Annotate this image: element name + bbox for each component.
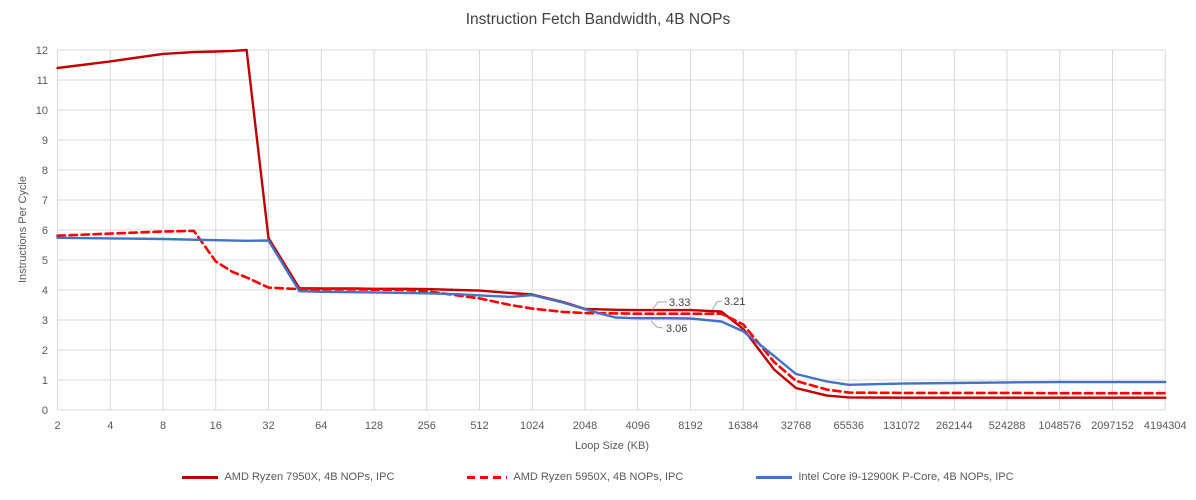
annotation-leader — [711, 300, 723, 311]
x-tick-label: 512 — [470, 420, 488, 432]
series-line-1 — [56, 229, 1167, 395]
x-tick-label: 65536 — [833, 420, 864, 432]
legend-line-swatch-solid-blue-icon — [756, 475, 793, 479]
legend-label: AMD Ryzen 5950X, 4B NOPs, IPC — [513, 471, 684, 483]
x-tick-label: 64 — [315, 420, 327, 432]
annotation-label: 3.21 — [724, 296, 745, 308]
legend: AMD Ryzen 7950X, 4B NOPs, IPC AMD Ryzen … — [0, 471, 1196, 483]
y-tick-label: 3 — [42, 315, 48, 327]
x-tick-label: 1048576 — [1038, 420, 1081, 432]
y-tick-label: 0 — [42, 405, 48, 417]
x-tick-label: 131072 — [883, 420, 920, 432]
x-tick-label: 256 — [418, 420, 436, 432]
y-tick-label: 5 — [42, 255, 48, 267]
x-tick-label: 524288 — [989, 420, 1026, 432]
x-tick-label: 2 — [54, 420, 60, 432]
legend-label: AMD Ryzen 7950X, 4B NOPs, IPC — [224, 471, 395, 483]
x-tick-label: 16384 — [728, 420, 759, 432]
x-tick-label: 32768 — [781, 420, 812, 432]
x-tick-label: 2097152 — [1091, 420, 1134, 432]
gridlines — [57, 49, 1166, 411]
annotation-label: 3.06 — [666, 323, 687, 335]
y-tick-label: 7 — [42, 195, 48, 207]
annotation-leader — [651, 301, 667, 311]
y-tick-label: 9 — [42, 135, 48, 147]
series-line-0 — [56, 48, 1167, 399]
y-tick-label: 8 — [42, 165, 48, 177]
x-tick-label: 8192 — [678, 420, 702, 432]
annotation-label: 3.33 — [669, 297, 690, 309]
y-tick-label: 10 — [36, 105, 48, 117]
x-tick-label: 4194304 — [1144, 420, 1187, 432]
x-tick-label: 8 — [160, 420, 166, 432]
x-axis-title: Loop Size (KB) — [575, 440, 649, 452]
legend-item-amd-5950x: AMD Ryzen 5950X, 4B NOPs, IPC — [467, 471, 683, 483]
y-tick-label: 4 — [42, 285, 48, 297]
x-tick-label: 32 — [262, 420, 274, 432]
legend-line-swatch-solid-darkred-icon — [182, 475, 219, 479]
data-annotations: 3.33 3.21 3.06 — [650, 296, 745, 335]
y-tick-label: 1 — [42, 375, 48, 387]
y-tick-label: 12 — [36, 45, 48, 57]
x-tick-label: 2048 — [573, 420, 597, 432]
annotation-leader — [650, 320, 664, 329]
x-tick-label: 4096 — [626, 420, 650, 432]
y-tick-label: 2 — [42, 345, 48, 357]
legend-item-intel-12900k: Intel Core i9-12900K P-Core, 4B NOPs, IP… — [756, 471, 1014, 483]
chart-title: Instruction Fetch Bandwidth, 4B NOPs — [465, 11, 731, 28]
legend-line-swatch-dashed-red-icon — [467, 475, 508, 479]
y-tick-label: 6 — [42, 225, 48, 237]
legend-item-amd-7950x: AMD Ryzen 7950X, 4B NOPs, IPC — [182, 471, 394, 483]
x-tick-label: 4 — [107, 420, 113, 432]
series-line-2 — [56, 236, 1167, 386]
x-tick-label: 262144 — [936, 420, 973, 432]
legend-label: Intel Core i9-12900K P-Core, 4B NOPs, IP… — [798, 471, 1014, 483]
x-tick-label: 16 — [210, 420, 222, 432]
series-lines — [56, 48, 1167, 399]
x-tick-label: 1024 — [520, 420, 544, 432]
x-tick-label: 128 — [365, 420, 383, 432]
x-axis-tick-labels: 2 4 8 16 32 64 128 256 512 1024 2048 4096 8192 16384 3… — [54, 420, 1186, 432]
y-tick-label: 11 — [37, 75, 48, 87]
